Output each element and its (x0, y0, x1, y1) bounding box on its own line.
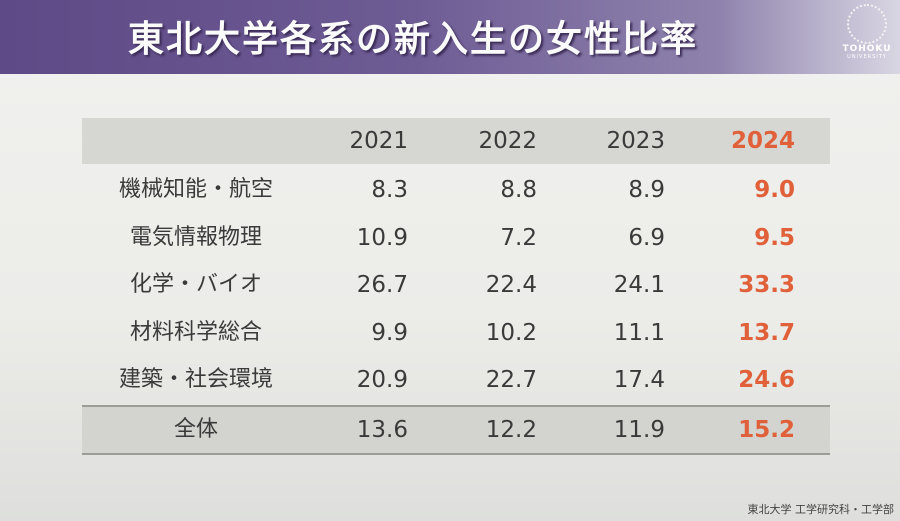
cell-value: 15.2 (738, 417, 795, 443)
row-label: 全体 (173, 417, 218, 442)
cell-value: 12.2 (485, 417, 537, 443)
cell-value: 17.4 (613, 367, 665, 393)
cell-value: 10.9 (356, 224, 408, 251)
row-label: 電気情報物理 (129, 224, 262, 250)
column-header: 2022 (478, 128, 537, 154)
row-label: 材料科学総合 (129, 319, 262, 345)
cell-value: 6.9 (628, 224, 665, 251)
cell-value: 9.5 (754, 224, 795, 251)
logo: TOHOKU UNIVERSITY (836, 4, 898, 60)
cell-value: 13.7 (738, 319, 795, 346)
cell-value: 26.7 (356, 272, 408, 298)
slide-title: 東北大学各系の新入生の女性比率 (128, 19, 699, 60)
table-row: 機械知能・航空 8.3 8.8 8.9 9.0 (82, 167, 830, 213)
row-label: 建築・社会環境 (118, 367, 273, 392)
cell-value: 9.9 (371, 319, 408, 346)
table-row: 材料科学総合 9.9 10.2 11.1 13.7 (82, 310, 830, 356)
header-row: 2021 2022 2023 2024 (82, 118, 830, 164)
cell-value: 11.9 (613, 417, 665, 443)
cell-value: 33.3 (738, 272, 795, 298)
cell-value: 9.0 (754, 177, 795, 203)
cell-value: 24.6 (738, 367, 795, 393)
table-row: 建築・社会環境 20.9 22.7 17.4 24.6 (82, 357, 830, 403)
cell-value: 8.8 (500, 177, 537, 203)
cell-value: 24.1 (613, 272, 665, 298)
row-label: 化学・バイオ (129, 272, 262, 297)
column-header: 2024 (730, 128, 795, 154)
cell-value: 8.9 (628, 177, 665, 203)
logo-text: TOHOKU (842, 44, 892, 54)
total-row: 全体 13.6 12.2 11.9 15.2 (82, 405, 830, 455)
cell-value: 22.7 (485, 367, 537, 393)
cell-value: 7.2 (500, 224, 537, 251)
column-header: 2023 (606, 128, 665, 154)
column-header: 2021 (349, 128, 408, 154)
logo-emblem (847, 4, 887, 44)
row-label: 機械知能・航空 (118, 177, 273, 202)
title-band (0, 0, 900, 74)
footer: 東北大学 工学研究科・工学部 (747, 503, 895, 516)
table-row: 化学・バイオ 26.7 22.4 24.1 33.3 (82, 262, 830, 308)
cell-value: 20.9 (356, 367, 408, 393)
cell-value: 11.1 (613, 319, 665, 346)
cell-value: 22.4 (485, 272, 537, 298)
cell-value: 10.2 (485, 319, 537, 346)
table-row: 電気情報物理 10.9 7.2 6.9 9.5 (82, 215, 830, 261)
logo-subtext: UNIVERSITY (847, 54, 887, 60)
cell-value: 8.3 (371, 177, 408, 203)
cell-value: 13.6 (356, 417, 408, 443)
